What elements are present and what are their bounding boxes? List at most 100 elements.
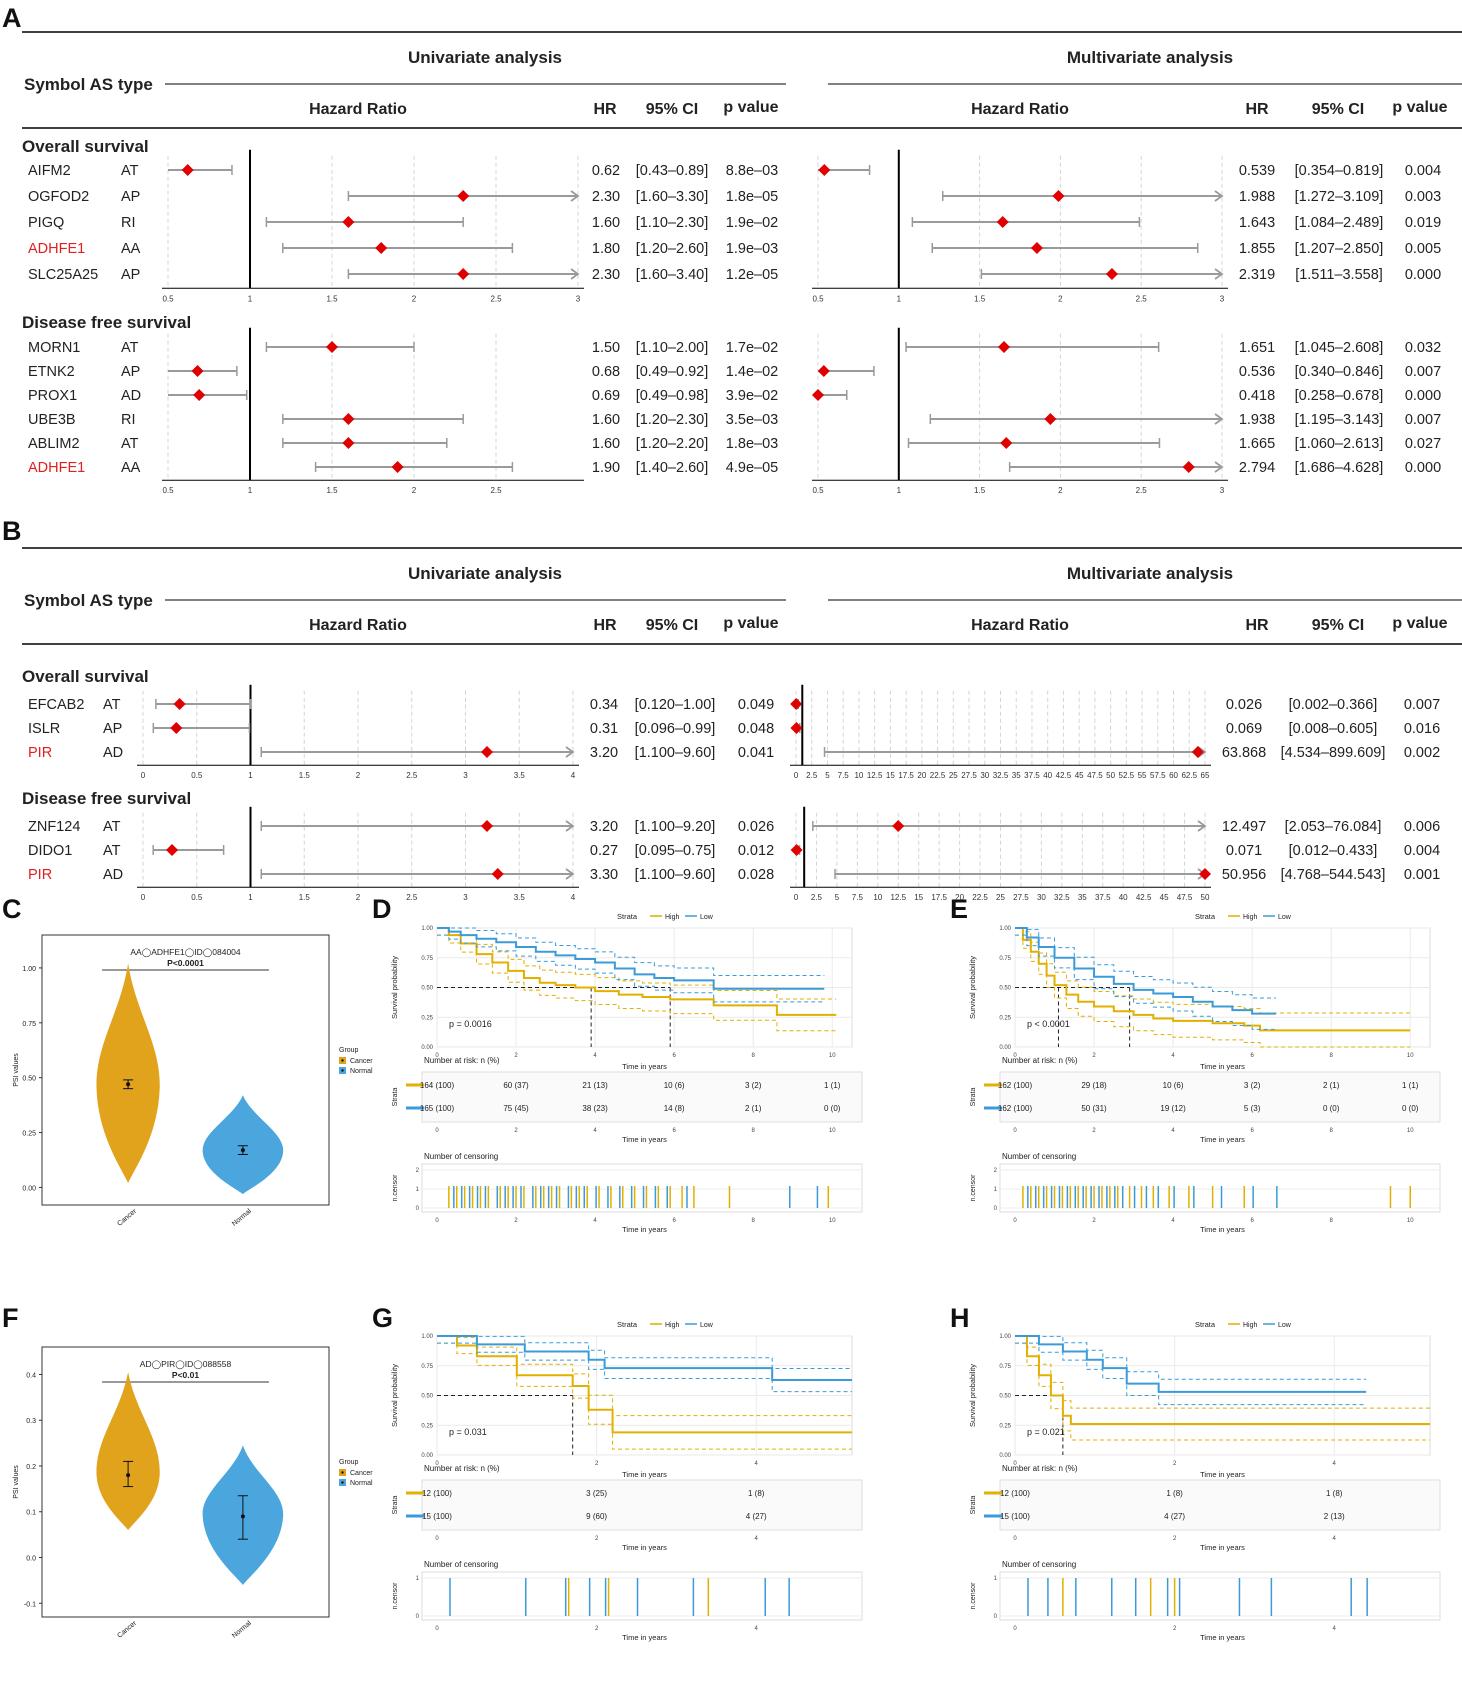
forest-row-efcab2 [790,698,803,710]
y-axis-label: PSI values [13,1465,20,1499]
uni-ci-value: [1.100–9.20] [635,819,716,835]
forest-row-pigq [911,216,1141,228]
ci-band-lower-low [437,1342,852,1393]
multi-col-hr: HR [1245,101,1269,118]
multi-p-value: 0.007 [1405,364,1441,380]
multi-p-value: 0.006 [1404,819,1440,835]
legend-dot [341,1481,344,1484]
censor-y-tick: 2 [416,1168,420,1174]
panel-letter-d: D [372,894,392,924]
tick-label: 2.5 [1136,486,1148,495]
multi-hr-value: 0.069 [1226,721,1262,737]
uni-forest-axis: 0 0.5 1 1.5 2 2.5 3 3.5 4 [137,684,579,780]
uni-p-value: 0.026 [738,819,774,835]
risk-table-title: Number at risk: n (%) [424,1056,500,1065]
censor-axis-label: n.censor [970,1174,977,1202]
multi-p-value: 0.032 [1405,340,1441,356]
y-tick-label: 0.25 [421,1015,433,1021]
legend-dot [341,1069,344,1072]
risk-x-tick: 8 [1330,1128,1334,1134]
ci-band-upper-high [437,927,837,1000]
multi-ci-value: [0.002–0.366] [1289,697,1378,713]
multi-ci-value: [4.534–899.609] [1281,745,1386,761]
x-tick-label: 2 [595,1461,599,1467]
y-tick-label: 0.4 [26,1372,36,1379]
forest-row-znf124 [812,820,1207,832]
risk-x-tick: 4 [1333,1536,1337,1542]
hr-diamond [1044,413,1057,425]
as-type-label: AD [103,745,123,761]
y-axis-label: Survival probability [390,1364,399,1427]
uni-ci-value: [1.60–3.40] [636,267,709,283]
forest-row-dido1 [790,844,803,856]
tick-label: 2.5 [1136,294,1148,303]
hr-diamond [391,461,404,473]
forest-row-ogfod2 [942,190,1224,202]
risk-x-tick: 4 [1171,1128,1175,1134]
legend-title: Group [339,1047,359,1054]
as-type-label: AT [103,819,121,835]
tick-label: 2.5 [811,893,823,902]
tick-label: 1.5 [299,893,311,902]
uni-p-value: 3.5e–03 [726,412,778,428]
censor-y-tick: 0 [416,1614,420,1620]
as-type-label: AT [103,843,121,859]
multi-hr-value: 0.071 [1226,843,1262,859]
ci-arrow [1214,190,1224,202]
uni-hr-value: 0.27 [590,843,618,859]
x-tick-label: 0 [1013,1461,1017,1467]
km-curve-high [1015,1335,1430,1426]
censor-x-tick: 2 [595,1626,599,1632]
plot-frame [41,1346,330,1618]
uni-col-ci: 95% CI [646,617,698,634]
risk-high-value: 29 (18) [1081,1081,1107,1090]
y-axis-label: Survival probability [968,1364,977,1427]
hr-diamond [1105,268,1118,280]
symbol-label: PIGQ [28,215,64,231]
uni-ci-value: [1.100–9.60] [635,745,716,761]
censor-y-tick: 1 [416,1187,420,1193]
symbol-label: PIR [28,745,52,761]
censor-y-tick: 1 [994,1576,998,1582]
uni-ci-value: [1.100–9.60] [635,867,716,883]
uni-p-value: 1.2e–05 [726,267,778,283]
tick-label: 2.5 [490,486,502,495]
strata-label: Strata [1195,1320,1216,1329]
x-tick-label: 4 [1171,1053,1175,1059]
legend-title: Group [339,1459,359,1466]
multi-p-value: 0.005 [1405,241,1441,257]
multi-forest-axis: 0.5 1 1.5 2 2.5 3 [812,327,1228,495]
multivariate-title: Multivariate analysis [1067,564,1233,583]
tick-label: 42.5 [1136,893,1152,902]
tick-label: 57.5 [1150,771,1166,780]
risk-high-value: 3 (25) [586,1489,607,1498]
y-tick-label: 0.50 [999,986,1011,992]
hr-diamond [342,413,355,425]
risk-high-value: 3 (2) [1244,1081,1261,1090]
forest-row-aifm2 [818,164,871,176]
uni-ci-value: [1.20–2.60] [636,241,709,257]
risk-table-title: Number at risk: n (%) [1002,1464,1078,1473]
uni-hr-axis-label: Hazard Ratio [309,101,407,118]
violin-cancer [96,963,160,1184]
tick-label: 0 [794,771,799,780]
censor-y-tick: 0 [416,1206,420,1212]
ci-arrow [1214,268,1224,280]
multi-hr-value: 1.938 [1239,412,1275,428]
tick-label: 27.5 [961,771,977,780]
x-axis-label: Time in years [1200,1062,1245,1071]
hr-diamond [342,437,355,449]
ci-arrow [565,820,575,832]
y-tick-label: 0.50 [999,1394,1011,1400]
multi-p-value: 0.001 [1404,867,1440,883]
censor-x-tick: 6 [1250,1218,1254,1224]
multi-p-value: 0.004 [1404,843,1440,859]
tick-label: 52.5 [1119,771,1135,780]
tick-label: 1.5 [299,771,311,780]
uni-col-ci: 95% CI [646,101,698,118]
multi-ci-value: [1.207–2.850] [1295,241,1384,257]
tick-label: 2.5 [806,771,818,780]
multi-p-value: 0.002 [1404,745,1440,761]
y-axis-label: Survival probability [390,956,399,1019]
